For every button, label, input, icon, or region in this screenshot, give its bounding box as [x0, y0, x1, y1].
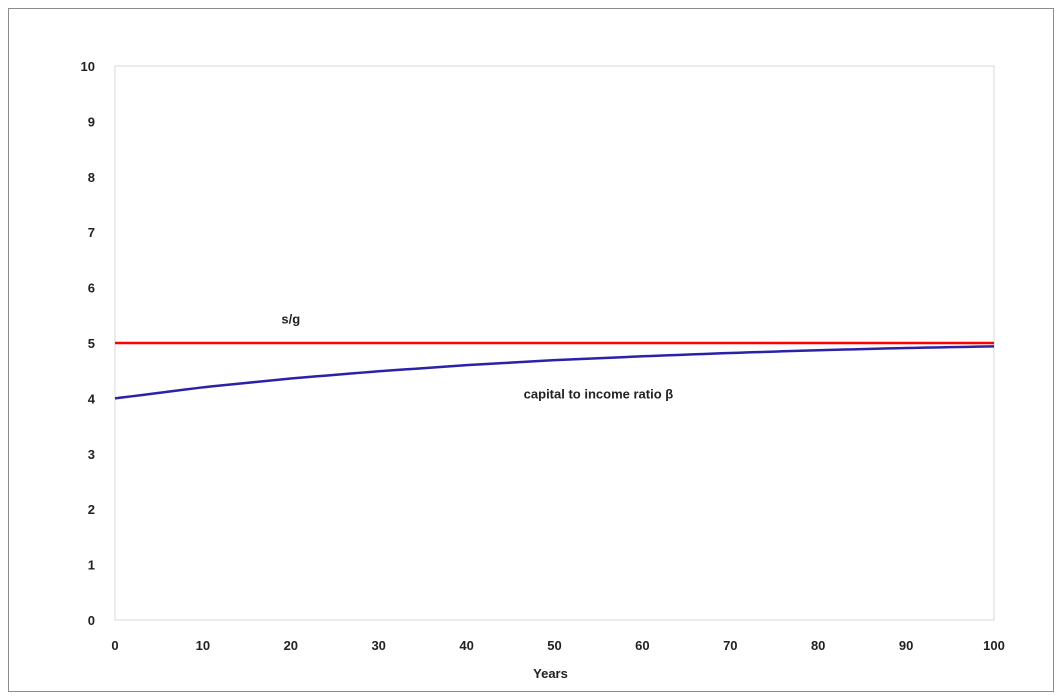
x-tick-label: 50: [547, 638, 561, 653]
x-tick-label: 90: [899, 638, 913, 653]
x-tick-label: 70: [723, 638, 737, 653]
x-tick-label: 40: [459, 638, 473, 653]
y-tick-label: 2: [88, 502, 95, 517]
annotation-layer: s/g capital to income ratio β: [281, 312, 673, 402]
x-tick-label: 20: [284, 638, 298, 653]
y-tick-label: 1: [88, 558, 95, 573]
x-tick-label: 100: [983, 638, 1005, 653]
y-tick-label: 6: [88, 281, 95, 296]
x-tick-label: 80: [811, 638, 825, 653]
y-tick-label: 0: [88, 613, 95, 628]
y-tick-label: 8: [88, 170, 95, 185]
annotation-label: s/g: [281, 312, 300, 327]
series-layer: [114, 341, 995, 400]
y-tick-label: 3: [88, 447, 95, 462]
x-tick-label: 60: [635, 638, 649, 653]
y-axis: 0 1 2 3 4 5 6 7 8 9 10: [81, 59, 96, 628]
x-axis-title: Years: [533, 666, 568, 681]
x-tick-label: 30: [371, 638, 385, 653]
y-tick-label: 9: [88, 114, 95, 129]
annotation-label: capital to income ratio β: [524, 386, 674, 401]
x-axis: 0 10 20 30 40 50 60 70 80 90 100: [111, 638, 1004, 653]
y-tick-label: 4: [88, 391, 96, 406]
series-line-2: [114, 345, 995, 400]
y-tick-label: 10: [81, 59, 95, 74]
x-tick-label: 10: [196, 638, 210, 653]
y-tick-label: 7: [88, 225, 95, 240]
y-tick-label: 5: [88, 336, 95, 351]
x-tick-label: 0: [111, 638, 118, 653]
